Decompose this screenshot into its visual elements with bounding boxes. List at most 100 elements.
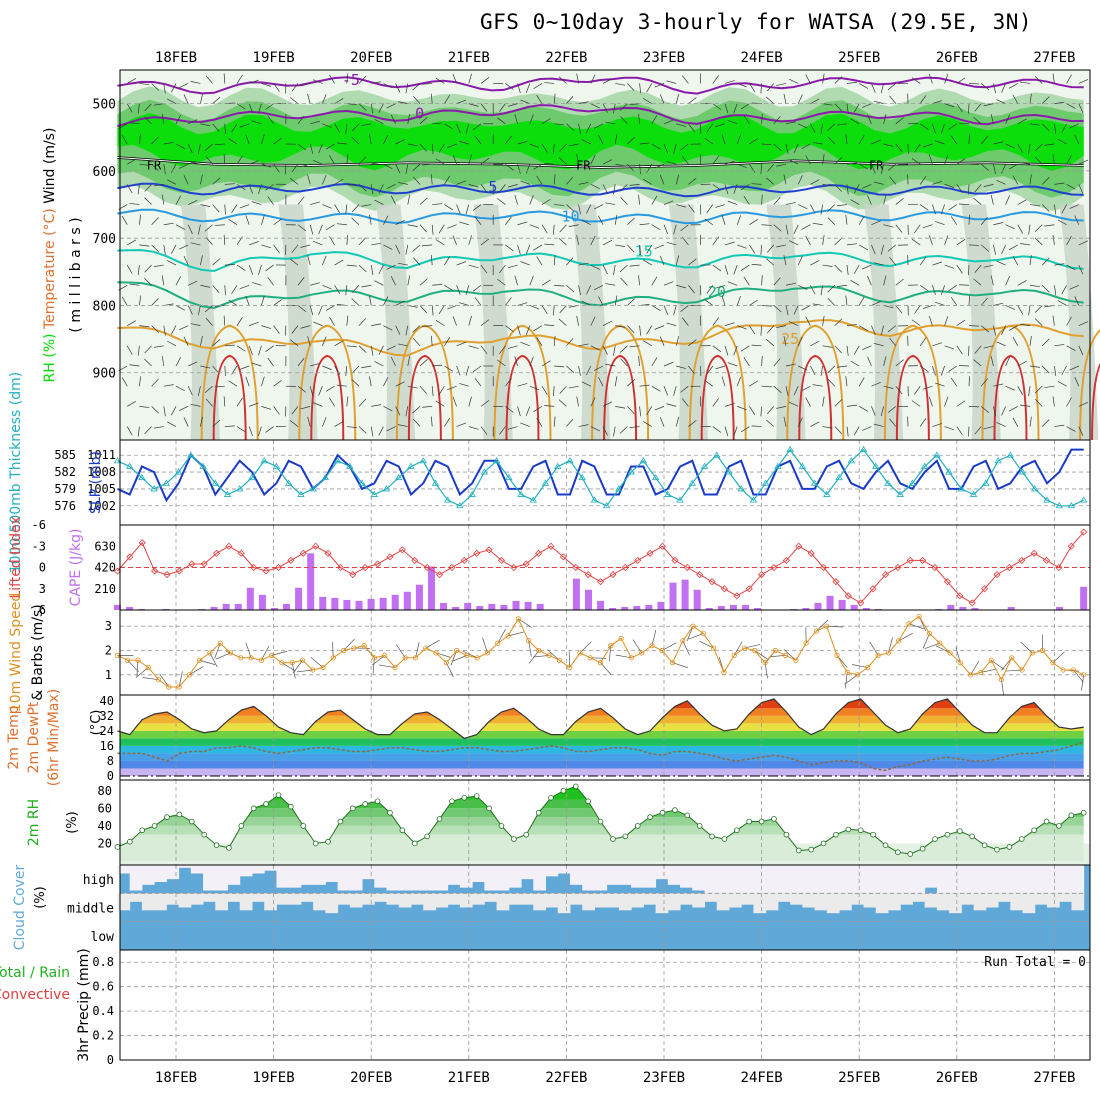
wind-barb — [1078, 240, 1089, 246]
wind-barb — [785, 143, 789, 154]
wind-barb — [651, 630, 657, 646]
cloud-clear-middle — [178, 893, 192, 908]
wind-barb — [190, 323, 201, 326]
date-label-bottom: 22FEB — [545, 1070, 587, 1086]
wind-barb — [659, 336, 665, 346]
wind-barb — [733, 184, 738, 194]
thickness-marker — [554, 462, 562, 469]
thickness-marker — [1079, 496, 1088, 503]
wind-barb — [407, 275, 411, 286]
wind-barb — [1012, 94, 1019, 104]
wind-barb — [370, 184, 374, 195]
wind-barb — [666, 161, 677, 165]
wind-barb — [958, 284, 970, 286]
wind-barb — [983, 426, 994, 430]
wind-barb — [911, 158, 921, 165]
thickness-marker — [138, 473, 146, 481]
wind-barb — [845, 214, 848, 225]
wind-barb — [801, 143, 811, 150]
wind-barb — [627, 379, 635, 387]
thickness-marker — [236, 485, 244, 492]
thickness-marker — [456, 501, 464, 509]
wind-barb — [371, 404, 382, 407]
wind-barb — [579, 641, 592, 654]
wind-barb — [911, 319, 921, 326]
wind-barb — [950, 377, 958, 387]
cloud-clear-middle — [545, 893, 559, 908]
wind-barb — [127, 659, 139, 673]
wind-barb — [651, 276, 658, 286]
y-tick-label-left: 585 — [54, 448, 76, 462]
wind-barb — [167, 421, 177, 427]
wind-barb — [935, 221, 945, 226]
wind-barb — [236, 345, 246, 352]
wind-speed-marker — [1039, 647, 1046, 654]
wind-barb — [850, 199, 860, 205]
wind-barb — [846, 404, 857, 407]
wind-barb — [419, 116, 428, 125]
wind-barb — [1034, 237, 1043, 246]
wind-barb — [126, 345, 133, 355]
wind-barb — [928, 235, 933, 246]
wind-barb — [590, 316, 596, 326]
cloud-clear-middle — [349, 893, 363, 908]
y-tick-label: 20 — [98, 836, 112, 850]
cape-bar — [343, 599, 351, 610]
wind-barb — [605, 283, 616, 286]
wind-barb — [761, 355, 763, 367]
cape-bar — [319, 596, 327, 610]
cloud-clear-middle — [1071, 893, 1085, 911]
wind-barb — [438, 143, 445, 153]
wind-barb — [251, 282, 262, 286]
wind-barb — [139, 325, 150, 328]
wind-barb — [724, 184, 729, 195]
wind-barb — [1005, 224, 1015, 230]
wind-barb — [514, 194, 518, 205]
wind-barb — [743, 357, 750, 367]
wind-barb — [236, 184, 246, 191]
wind-speed-marker — [885, 650, 891, 656]
wind-barb — [370, 426, 374, 437]
wind-barb — [887, 325, 897, 333]
wind-barb — [161, 194, 165, 205]
wind-barb — [593, 284, 604, 291]
date-label-bottom: 24FEB — [741, 1070, 783, 1086]
wind-barb — [312, 402, 323, 407]
wind-barb — [663, 305, 669, 315]
wind-barb — [446, 662, 454, 678]
thickness-marker — [541, 479, 550, 486]
wind-barb — [932, 180, 943, 185]
wind-barb — [456, 285, 461, 295]
wind-speed-marker — [176, 684, 182, 690]
li-marker — [485, 546, 493, 554]
wind-barb — [688, 339, 697, 347]
wind-barb — [472, 204, 482, 211]
wind-barb — [638, 113, 640, 124]
wind-speed-marker — [937, 640, 943, 646]
cloud-clear-middle — [900, 893, 913, 905]
wind-barb — [204, 305, 213, 313]
wind-barb — [1057, 138, 1067, 145]
rh-marker — [833, 831, 839, 838]
wind-barb — [629, 345, 640, 348]
wind-barb — [129, 202, 140, 205]
wind-barb — [766, 244, 775, 253]
li-marker — [349, 571, 357, 579]
thickness-marker — [370, 490, 378, 497]
wind-barb — [358, 426, 367, 434]
wind-barb — [153, 264, 164, 268]
wind-barb — [170, 244, 177, 254]
wind-barb — [956, 103, 963, 113]
wind-barb — [236, 426, 246, 433]
wind-speed-marker — [371, 655, 378, 661]
li-marker — [770, 563, 778, 572]
wind-speed-marker — [957, 660, 963, 666]
wind-barb — [974, 426, 982, 435]
cloud-clear-high — [618, 865, 632, 885]
heat-contour — [395, 324, 454, 441]
cloud-clear-middle — [508, 893, 522, 905]
wind-barb — [1066, 426, 1076, 432]
wind-speed-marker — [824, 623, 830, 629]
wind-barb — [144, 358, 152, 367]
